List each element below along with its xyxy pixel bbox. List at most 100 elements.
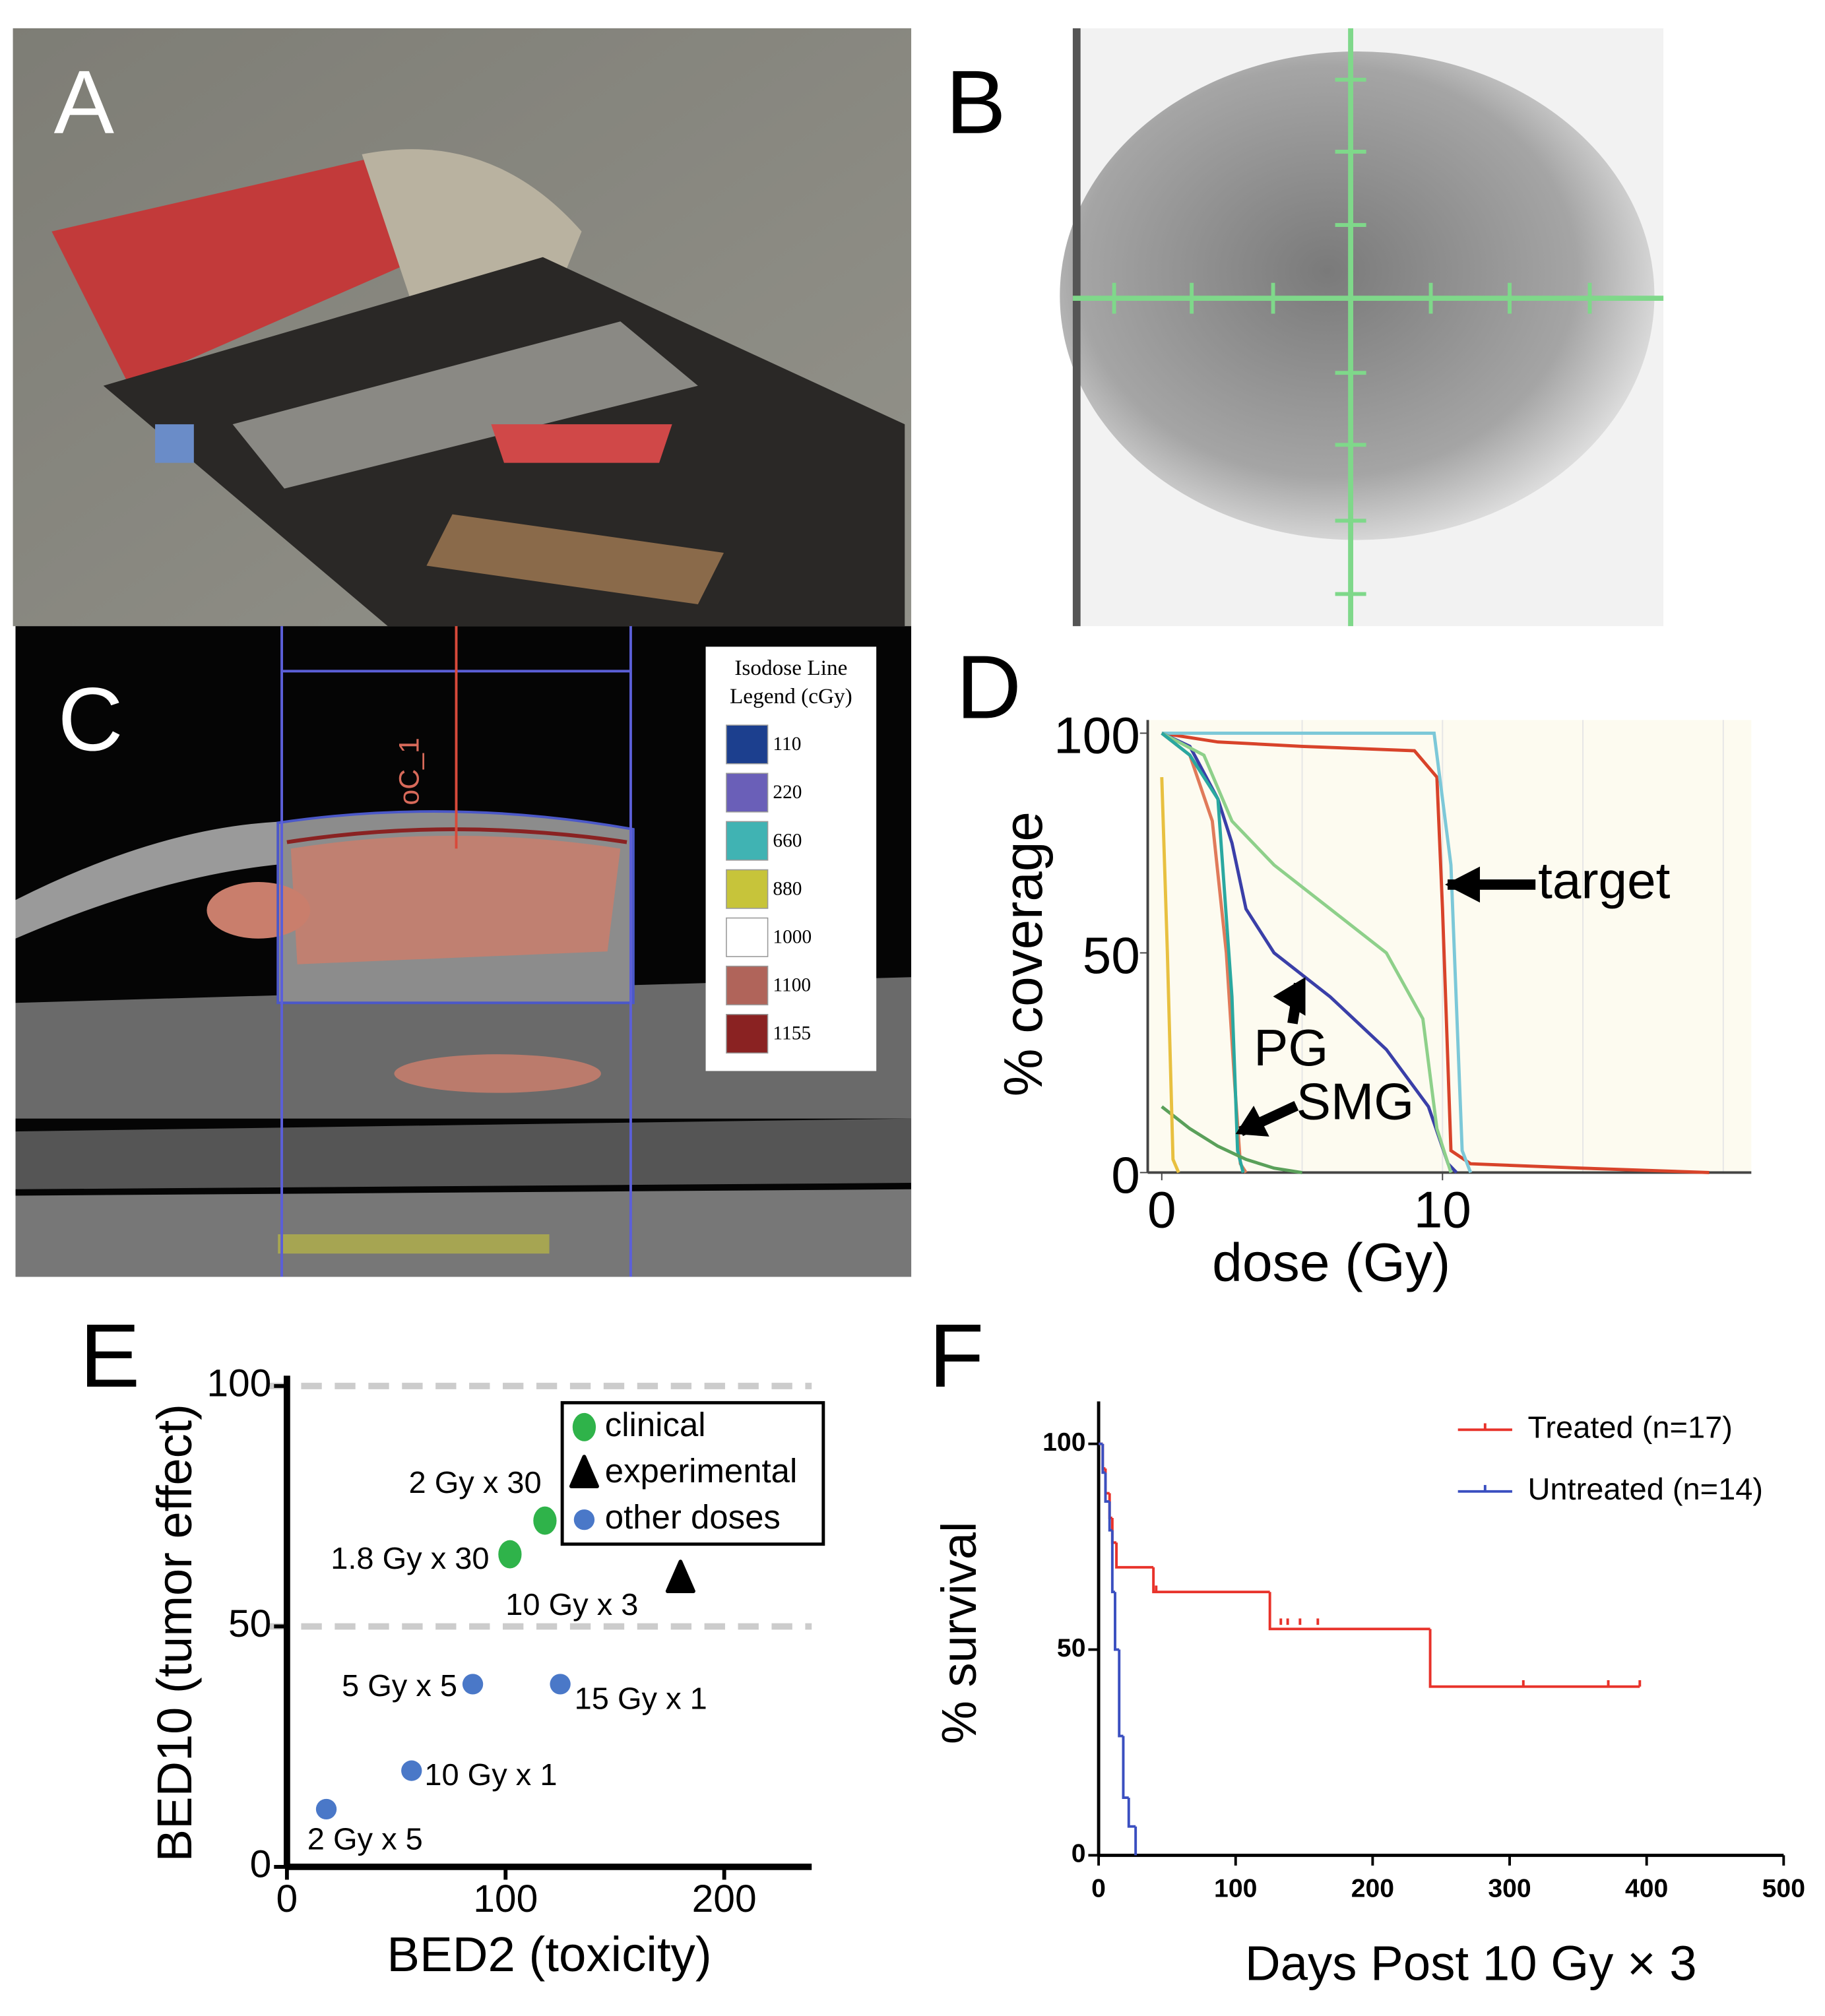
photo-a: [13, 28, 912, 627]
xray-b: [1060, 28, 1664, 627]
point-label: 15 Gy x 1: [575, 1682, 707, 1716]
survival-step: [1127, 1798, 1136, 1828]
legend-swatch: [726, 1013, 769, 1054]
marker-clinical: [533, 1506, 557, 1535]
panel-letter: B: [945, 51, 1006, 152]
y-tick-label: 100: [1042, 1428, 1085, 1457]
legend-swatch: [726, 965, 769, 1005]
x-tick-label: 10: [1414, 1181, 1471, 1239]
point-label: 10 Gy x 1: [424, 1757, 557, 1792]
marker-other: [401, 1760, 422, 1781]
point-label: 2 Gy x 5: [307, 1822, 423, 1856]
survival-step: [1104, 1472, 1110, 1503]
legend-label: 220: [773, 782, 802, 803]
panel-letters: A B C D E F: [54, 51, 1021, 1406]
legend-label: 1100: [773, 975, 811, 996]
dvh-line: [1160, 776, 1180, 1174]
y-axis-label: % coverage: [994, 811, 1054, 1096]
x-tick-label: 300: [1488, 1874, 1531, 1903]
legend-swatch: [726, 869, 769, 909]
legend-swatch: [726, 772, 769, 813]
panel-letter: C: [58, 669, 123, 770]
x-tick-label: 0: [1091, 1874, 1106, 1903]
x-axis-label: Days Post 10 Gy × 3: [1245, 1936, 1697, 1991]
survival-step: [1114, 1592, 1120, 1651]
survival-step: [1122, 1736, 1129, 1800]
legend-label: Untreated (n=14): [1527, 1472, 1763, 1506]
legend-label: 110: [773, 734, 801, 755]
y-tick-label: 100: [207, 1362, 271, 1405]
y-tick-label: 0: [250, 1843, 272, 1885]
marker-other: [550, 1674, 571, 1695]
survival-step: [1152, 1567, 1270, 1594]
annotation: target: [1538, 852, 1671, 910]
marker-other: [315, 1798, 337, 1820]
panel-letter: A: [54, 51, 114, 152]
x-tick-label: 0: [276, 1877, 298, 1920]
legend-label: clinical: [605, 1406, 706, 1443]
chart-step: 0 100 200 300 400 500 0 50 100 Treated (n=17) Untr…: [932, 1401, 1805, 1990]
chart-scatter: 0 100 200 0 50 100 1.8 Gy x 30 2 Gy x 30 clinica…: [147, 1362, 825, 1982]
y-tick-label: 0: [1072, 1840, 1086, 1868]
dvh-line: [1161, 732, 1710, 1174]
survival-step: [1428, 1629, 1640, 1688]
legend-box: [560, 1401, 825, 1546]
point-label: 5 Gy x 5: [342, 1668, 457, 1703]
legend-label: 660: [773, 830, 802, 851]
arrow-head: [1273, 977, 1306, 1016]
legend-title: Isodose Line: [734, 656, 847, 680]
y-tick-label: 50: [228, 1602, 271, 1645]
x-tick-label: 100: [1214, 1874, 1257, 1903]
arrow-head: [1445, 866, 1480, 903]
x-tick-label: 400: [1625, 1874, 1668, 1903]
annotation: SMG: [1297, 1073, 1414, 1131]
x-axis-label: dose (Gy): [1212, 1233, 1450, 1293]
marker-clinical: [572, 1412, 596, 1441]
marker-experimental: [569, 1455, 599, 1488]
y-tick-label: 50: [1057, 1634, 1086, 1662]
dvh-line: [1161, 732, 1453, 1174]
legend-label: 1155: [773, 1023, 811, 1044]
x-tick-label: 0: [1147, 1181, 1176, 1239]
survival-step: [1118, 1649, 1124, 1738]
x-tick-label: 200: [692, 1877, 757, 1920]
legend-label: 880: [773, 878, 802, 899]
x-tick-label: 100: [473, 1877, 538, 1920]
marker-clinical: [498, 1540, 522, 1569]
ct-c: oC_1: [15, 626, 912, 1277]
point-label: 1.8 Gy x 30: [331, 1541, 489, 1575]
marker-other: [573, 1509, 595, 1530]
point-label: 2 Gy x 30: [409, 1465, 542, 1499]
legend-label: 1000: [773, 927, 812, 948]
y-tick-label: 50: [1083, 926, 1140, 984]
legend-swatch: [726, 821, 769, 861]
legend-title: Legend (cGy): [730, 684, 852, 709]
panel-letter: D: [956, 637, 1021, 738]
isodose-legend: Isodose Line Legend (cGy) 110 220 660 880 1000…: [726, 656, 852, 1054]
panel-letter: F: [929, 1305, 984, 1406]
legend-label: experimental: [605, 1452, 798, 1490]
y-tick-label: 100: [1054, 707, 1140, 765]
survival-step: [1268, 1592, 1430, 1631]
panel-letter: E: [80, 1305, 140, 1406]
point-label: 10 Gy x 3: [505, 1587, 638, 1622]
x-tick-label: 500: [1762, 1874, 1805, 1903]
legend-label: Treated (n=17): [1527, 1410, 1732, 1445]
x-axis-label: BED2 (toxicity): [387, 1927, 711, 1982]
marker-experimental: [665, 1559, 695, 1593]
survival-step: [1110, 1530, 1116, 1594]
annotation: PG: [1254, 1019, 1328, 1077]
marker-other: [462, 1674, 484, 1695]
legend-swatch: [726, 724, 769, 765]
x-tick-label: 200: [1351, 1874, 1394, 1903]
y-axis-label: BED10 (tumor effect): [147, 1404, 202, 1862]
legend-swatch: [726, 917, 769, 957]
dvh-line: [1161, 1105, 1302, 1174]
y-axis-label: % survival: [932, 1521, 986, 1744]
dvh-line: [1161, 731, 1473, 1174]
arrow-head: [1235, 1106, 1269, 1137]
roi-label: oC_1: [393, 738, 425, 805]
